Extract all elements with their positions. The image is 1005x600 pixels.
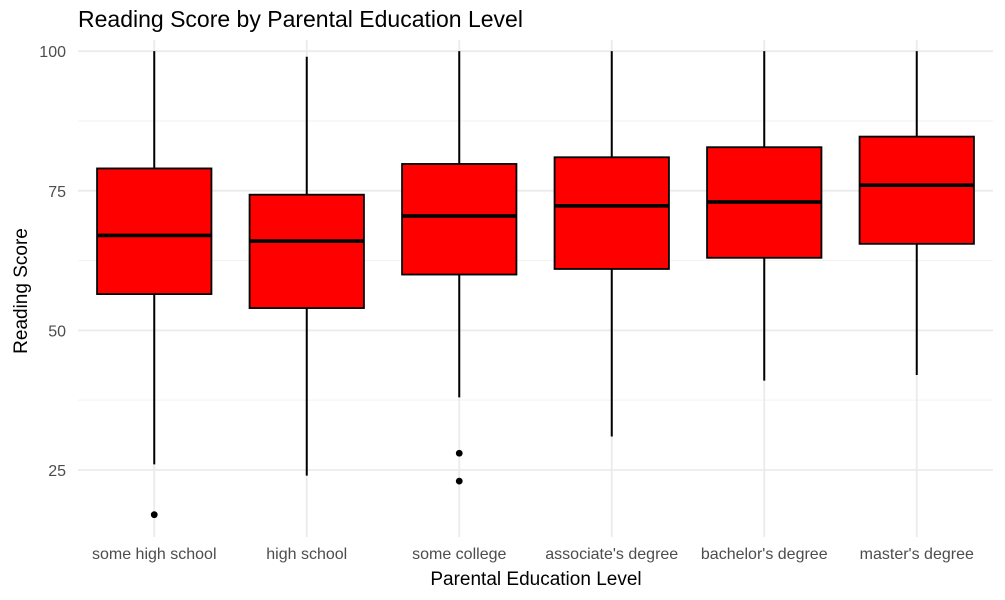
box-group: [706, 51, 823, 381]
y-tick-label: 100: [39, 44, 66, 61]
x-axis-title: Parental Education Level: [430, 569, 641, 590]
grid-lines: [78, 40, 993, 537]
box-iqr: [858, 135, 975, 245]
y-tick-label: 75: [48, 184, 66, 201]
x-axis-ticks: some high school high school some college a…: [92, 546, 974, 563]
x-tick-label: associate's degree: [545, 546, 678, 563]
outlier-point: [455, 477, 463, 485]
x-tick-label: some high school: [92, 546, 217, 563]
x-tick-label: high school: [266, 546, 347, 563]
outlier-point: [150, 511, 158, 519]
box-group: [858, 51, 975, 376]
box-iqr: [553, 156, 670, 270]
box-iqr: [401, 163, 518, 276]
y-axis-title: Reading Score: [11, 228, 32, 354]
box-iqr: [96, 167, 213, 295]
x-tick-label: master's degree: [860, 546, 974, 563]
box-series: [96, 51, 975, 519]
y-tick-label: 50: [48, 323, 66, 340]
x-tick-label: bachelor's degree: [701, 546, 828, 563]
box-group: [248, 56, 365, 476]
box-iqr: [248, 193, 365, 309]
y-axis-ticks: 25 50 75 100: [39, 44, 66, 480]
box-group: [553, 51, 670, 437]
box-group: [96, 51, 213, 519]
box-group: [401, 51, 518, 485]
chart-title: Reading Score by Parental Education Leve…: [78, 6, 523, 32]
outlier-point: [455, 449, 463, 457]
y-tick-label: 25: [48, 463, 66, 480]
x-tick-label: some college: [412, 546, 506, 563]
